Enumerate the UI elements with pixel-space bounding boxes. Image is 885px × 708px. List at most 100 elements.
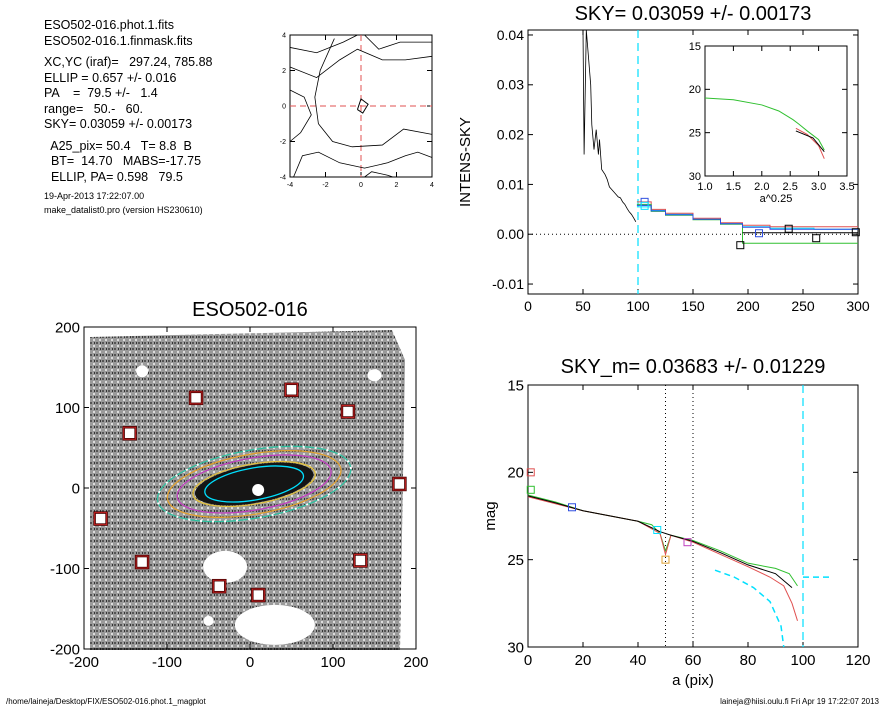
mag-marker: [526, 468, 535, 477]
contour-ytick-label: 4: [282, 32, 286, 39]
image-ytick-label: 200: [55, 319, 80, 336]
masked-star-outline: [189, 391, 203, 405]
sky-ylabel: INTENS-SKY: [457, 117, 474, 207]
contour-xtick-label: 2: [395, 182, 399, 189]
mag-marker: [568, 503, 576, 512]
inset-series-black: [795, 130, 825, 153]
mag-frame: [527, 384, 859, 648]
contour-line: [314, 38, 433, 148]
image-xtick-label: 100: [320, 654, 345, 671]
star-hole: [252, 483, 265, 496]
contour-center: [356, 98, 369, 114]
masked-star: [93, 511, 108, 526]
sky-step-red: [636, 201, 858, 228]
mag-marker: [526, 485, 535, 494]
mag-xtick-label: 80: [740, 652, 757, 669]
mag-ytick-label: 25: [507, 552, 524, 569]
sky-marker: [640, 201, 649, 210]
inset-ytick-label: 15: [689, 41, 701, 53]
masked-region: [234, 604, 315, 645]
mag-xlabel: a (pix): [672, 672, 714, 689]
image-xtick-label: 0: [246, 654, 254, 671]
contour-xtick-label: -2: [322, 182, 328, 189]
mag-series-cyan: [714, 569, 785, 648]
sky-xtick-label: 200: [736, 298, 760, 314]
sky-ytick-label: 0.04: [497, 27, 524, 43]
inset-xtick-label: 2.5: [783, 181, 798, 193]
sky-ytick-label: -0.01: [492, 276, 524, 292]
sky-step-green: [636, 203, 858, 244]
info-line: ESO502-016.1.finmask.fits: [44, 33, 193, 48]
isophote-ellipse: [192, 460, 316, 508]
sky-ytick-label: 0.02: [497, 127, 524, 143]
image-ytick-label: -200: [50, 641, 80, 658]
image-xtick-label: -200: [69, 654, 99, 671]
sky-ytick-label: 0.01: [497, 176, 524, 192]
mag-marker: [653, 525, 662, 534]
inset-xtick-label: 1.0: [697, 181, 712, 193]
masked-star-outline: [285, 383, 298, 397]
isophote-ellipse: [176, 454, 332, 514]
sky-xtick-label: 150: [681, 298, 705, 314]
masked-region: [203, 550, 248, 583]
inset-xtick-label: 1.5: [726, 181, 741, 193]
mask-dots: [156, 445, 352, 523]
image-ytick-label: 100: [55, 400, 80, 417]
masked-star-outline: [392, 477, 406, 491]
mag-xtick-label: 0: [524, 652, 532, 669]
contour-ytick-label: 0: [282, 103, 286, 110]
sky-step-cyan: [636, 206, 858, 230]
contour-xtick-label: -4: [287, 182, 293, 189]
masked-star-outline: [123, 426, 137, 440]
sky-xtick-label: 0: [524, 298, 532, 314]
inset-ytick-label: 25: [689, 128, 701, 140]
masked-star-outline: [341, 405, 355, 419]
masked-star-outline: [251, 588, 265, 602]
isophote-ellipse: [204, 465, 305, 503]
inset-ytick-label: 30: [689, 171, 701, 183]
info-line: ELLIP = 0.657 +/- 0.016: [44, 70, 177, 85]
mag-ytick-label: 15: [507, 377, 524, 394]
info-line: PA = 79.5 +/- 1.4: [44, 86, 158, 100]
inset-ytick-label: 20: [689, 84, 701, 96]
mag-marker: [661, 555, 670, 564]
masked-star-outline: [135, 555, 149, 569]
masked-star-outline: [212, 579, 226, 593]
contour-line: [289, 48, 433, 79]
mag-xtick-label: 20: [575, 652, 592, 669]
masked-star: [212, 578, 227, 594]
sky-xtick-label: 250: [791, 298, 815, 314]
masked-region: [203, 615, 214, 626]
sky-xtick-label: 100: [626, 298, 650, 314]
isophote-ellipse: [166, 450, 342, 518]
sky-title: SKY= 0.03059 +/- 0.00173: [575, 3, 812, 25]
masked-star-outline: [353, 553, 367, 567]
image-xtick-label: -100: [152, 654, 182, 671]
sky-profile: [582, 29, 637, 222]
masked-star-outline: [94, 512, 108, 526]
footer-path: /home/laineja/Desktop/FIX/ESO502-016.pho…: [6, 697, 206, 706]
sky-marker: [736, 241, 745, 250]
mag-xtick-label: 120: [845, 652, 870, 669]
inset-xtick-label: 3.5: [839, 181, 854, 193]
inset-xtick-label: 2.0: [754, 181, 769, 193]
image-ytick-label: 0: [72, 480, 80, 497]
masked-star: [251, 587, 266, 603]
masked-star: [188, 390, 204, 406]
inset-series-green: [704, 97, 825, 151]
masked-star: [353, 553, 368, 568]
masked-star: [134, 554, 150, 570]
sky-marker: [784, 224, 793, 233]
sky-marker: [755, 229, 763, 238]
mag-ylabel: mag: [482, 501, 499, 530]
timestamp: 19-Apr-2013 17:22:07.00: [44, 191, 145, 201]
sky-marker: [851, 228, 860, 237]
masked-region: [367, 369, 382, 382]
contour-ytick-label: 2: [282, 68, 286, 75]
info-line: range= 50.- 60.: [44, 101, 144, 116]
masked-star: [284, 382, 299, 398]
masked-star: [122, 426, 137, 441]
contour-xtick-label: 4: [430, 182, 434, 189]
footer-user: laineja@hiisi.oulu.fi Fri Apr 19 17:22:0…: [720, 697, 879, 706]
mag-xtick-label: 60: [685, 652, 702, 669]
